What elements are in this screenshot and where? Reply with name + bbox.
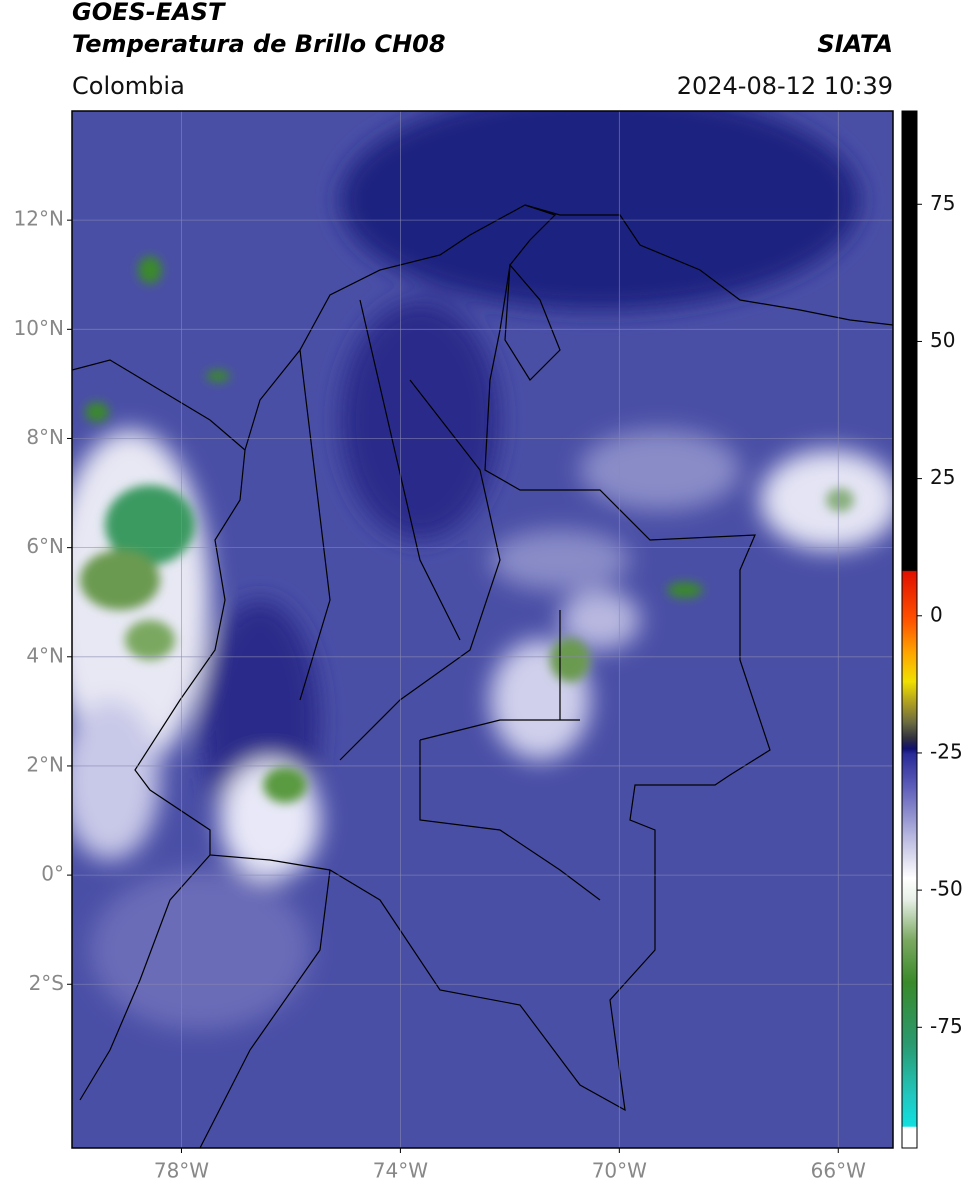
source: SIATA [817,30,893,58]
colorbar-tick-label: 25 [930,465,955,489]
colorbar [901,110,918,1149]
map [72,111,893,1148]
y-tick-label: 2°S [29,971,64,995]
ecuador-coast [79,854,211,1101]
y-tick-label: 8°N [26,425,64,449]
datetime: 2024-08-12 10:39 [677,72,893,100]
colorbar-tick-label: -25 [930,739,963,763]
lake-maracaibo [504,263,561,381]
x-tick-label: 66°W [811,1159,866,1183]
internal-borders [299,299,601,901]
map-frame [71,110,894,1149]
colorbar-tick-label: -75 [930,1014,963,1038]
colorbar-tick-label: -50 [930,877,963,901]
colorbar-tick-label: 50 [930,328,955,352]
region: Colombia [72,72,185,100]
x-tick-label: 70°W [592,1159,647,1183]
colorbar-tick-label: 0 [930,602,943,626]
peru-border [199,869,331,1148]
y-tick-label: 2°N [26,752,64,776]
y-tick-label: 10°N [14,316,64,340]
x-tick-label: 74°W [373,1159,428,1183]
cloud-field [72,111,893,1030]
subtitle: Temperatura de Brillo CH08 [72,30,446,58]
x-tick-label: 78°W [154,1159,209,1183]
y-tick-label: 12°N [14,207,64,231]
panama-coast [72,359,246,451]
colorbar-tick-label: 75 [930,191,955,215]
cold-tops [80,256,854,803]
title: GOES-EAST [72,0,226,26]
venezuela-coast [524,204,893,326]
y-tick-label: 6°N [26,534,64,558]
y-tick-label: 0° [41,862,64,886]
y-tick-label: 4°N [26,643,64,667]
borders [72,204,893,1148]
